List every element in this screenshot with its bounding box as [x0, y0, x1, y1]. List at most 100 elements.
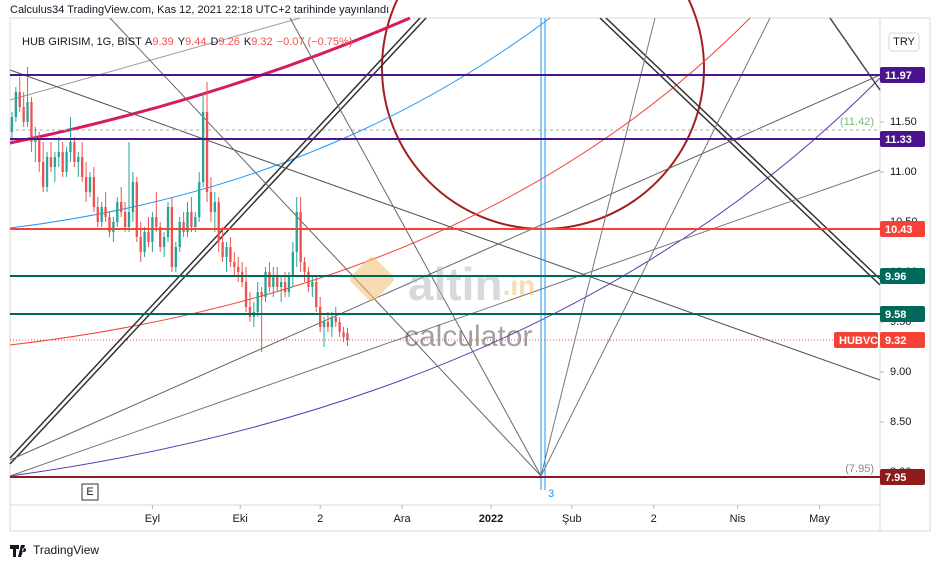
x-tick-label: 2 [317, 513, 323, 525]
candle-body [342, 332, 345, 337]
candle-body [182, 222, 185, 232]
trend-line [605, 17, 881, 280]
level-label-bg [880, 67, 925, 83]
level-label-bg [880, 469, 925, 485]
candle-body [104, 207, 107, 217]
candle-body [307, 272, 310, 287]
candle-body [326, 322, 330, 327]
y-tick-label: 11.50 [890, 116, 917, 128]
trend-line [540, 17, 771, 477]
marker-box [81, 483, 99, 501]
y-tick-label: 9.00 [890, 366, 911, 378]
level-label-bg [880, 268, 925, 284]
candle-body [41, 162, 45, 187]
candle-body [38, 137, 41, 162]
candle-body [201, 112, 205, 182]
candle-body [53, 157, 57, 167]
x-tick-label: Eyl [145, 513, 160, 525]
candle-body [198, 182, 201, 217]
candle-body [116, 202, 119, 222]
candle-body [311, 282, 314, 287]
candle-body [162, 237, 166, 247]
candle-body [276, 277, 279, 287]
candle-body [92, 177, 96, 207]
last-price-bg [880, 332, 925, 348]
level-label: 10.43 [885, 224, 913, 236]
footer-logo: TradingView [10, 543, 99, 557]
candle-body [194, 217, 197, 227]
candle-body [131, 182, 135, 212]
watermark-sub: calculator [404, 320, 532, 353]
last-symbol-bg [834, 332, 878, 348]
candle-body [303, 262, 306, 272]
x-tick-label: Nis [730, 513, 746, 525]
candle-body [229, 247, 232, 262]
candle-body [213, 202, 216, 212]
candle-body [49, 157, 53, 167]
candle-body [14, 92, 18, 117]
candle-body [81, 157, 84, 177]
candle-body [268, 272, 271, 287]
level-label-bg [880, 131, 925, 147]
candle-body [315, 282, 318, 307]
legend-label: K [244, 36, 252, 48]
currency[interactable]: TRY [893, 36, 915, 48]
x-tick-label: Şub [562, 513, 582, 525]
curve-drawing [9, 17, 301, 101]
frame [9, 17, 931, 532]
header: Calculus34 TradingView.com, Kas 12, 2021… [10, 4, 389, 16]
x-tick-label: 2022 [479, 513, 503, 525]
trend-line [9, 169, 881, 477]
level-label: 9.58 [885, 309, 906, 321]
candle-body [18, 92, 21, 107]
candle-body [159, 227, 162, 247]
candle-body [322, 322, 326, 327]
candle-body [260, 292, 263, 297]
trend-line [109, 17, 542, 477]
candle-body [30, 102, 33, 142]
trend-line [540, 17, 656, 477]
level-label: 11.33 [885, 134, 912, 146]
candle-body [69, 142, 72, 152]
candle-body [88, 177, 92, 192]
legend-label: Y [178, 36, 186, 48]
candle-body [256, 292, 259, 312]
legend-label: A [145, 36, 153, 48]
candle-body [334, 317, 337, 322]
watermark-logo [350, 257, 394, 301]
symbol: HUB GIRISIM, 1G, BIST [22, 36, 142, 48]
candle-body [272, 277, 275, 287]
candle-body [225, 247, 228, 257]
legend-value: 9.26 [218, 36, 239, 48]
note-label: (11.42) [840, 116, 874, 128]
currency-button[interactable] [888, 32, 920, 52]
candle-body [318, 307, 322, 327]
candle-body [127, 212, 131, 227]
candle-body [22, 107, 25, 122]
candle-body [330, 317, 334, 327]
candle-body [65, 152, 68, 172]
candle-body [217, 202, 220, 242]
candle-body [120, 202, 123, 212]
vline-label: 3 [548, 488, 554, 500]
watermark: altin.in calculator [350, 257, 535, 353]
level-label-bg [880, 306, 925, 322]
candle-body [61, 152, 64, 172]
candle-body [291, 252, 295, 277]
footer: TradingView [33, 543, 99, 557]
marker: E [86, 486, 93, 498]
candle-body [123, 212, 127, 227]
candle-body [100, 207, 103, 222]
candle-body [295, 212, 298, 252]
candle-body [174, 247, 177, 267]
curve-drawing [9, 17, 551, 229]
curve-drawing [9, 16, 411, 145]
legend-value: 9.44 [185, 36, 206, 48]
candle-body [209, 192, 213, 212]
level-label-bg [880, 221, 925, 237]
y-tick-label: 11.00 [890, 166, 917, 178]
candle-body [10, 117, 14, 132]
candle-body [299, 212, 302, 262]
candle-body [139, 237, 142, 252]
